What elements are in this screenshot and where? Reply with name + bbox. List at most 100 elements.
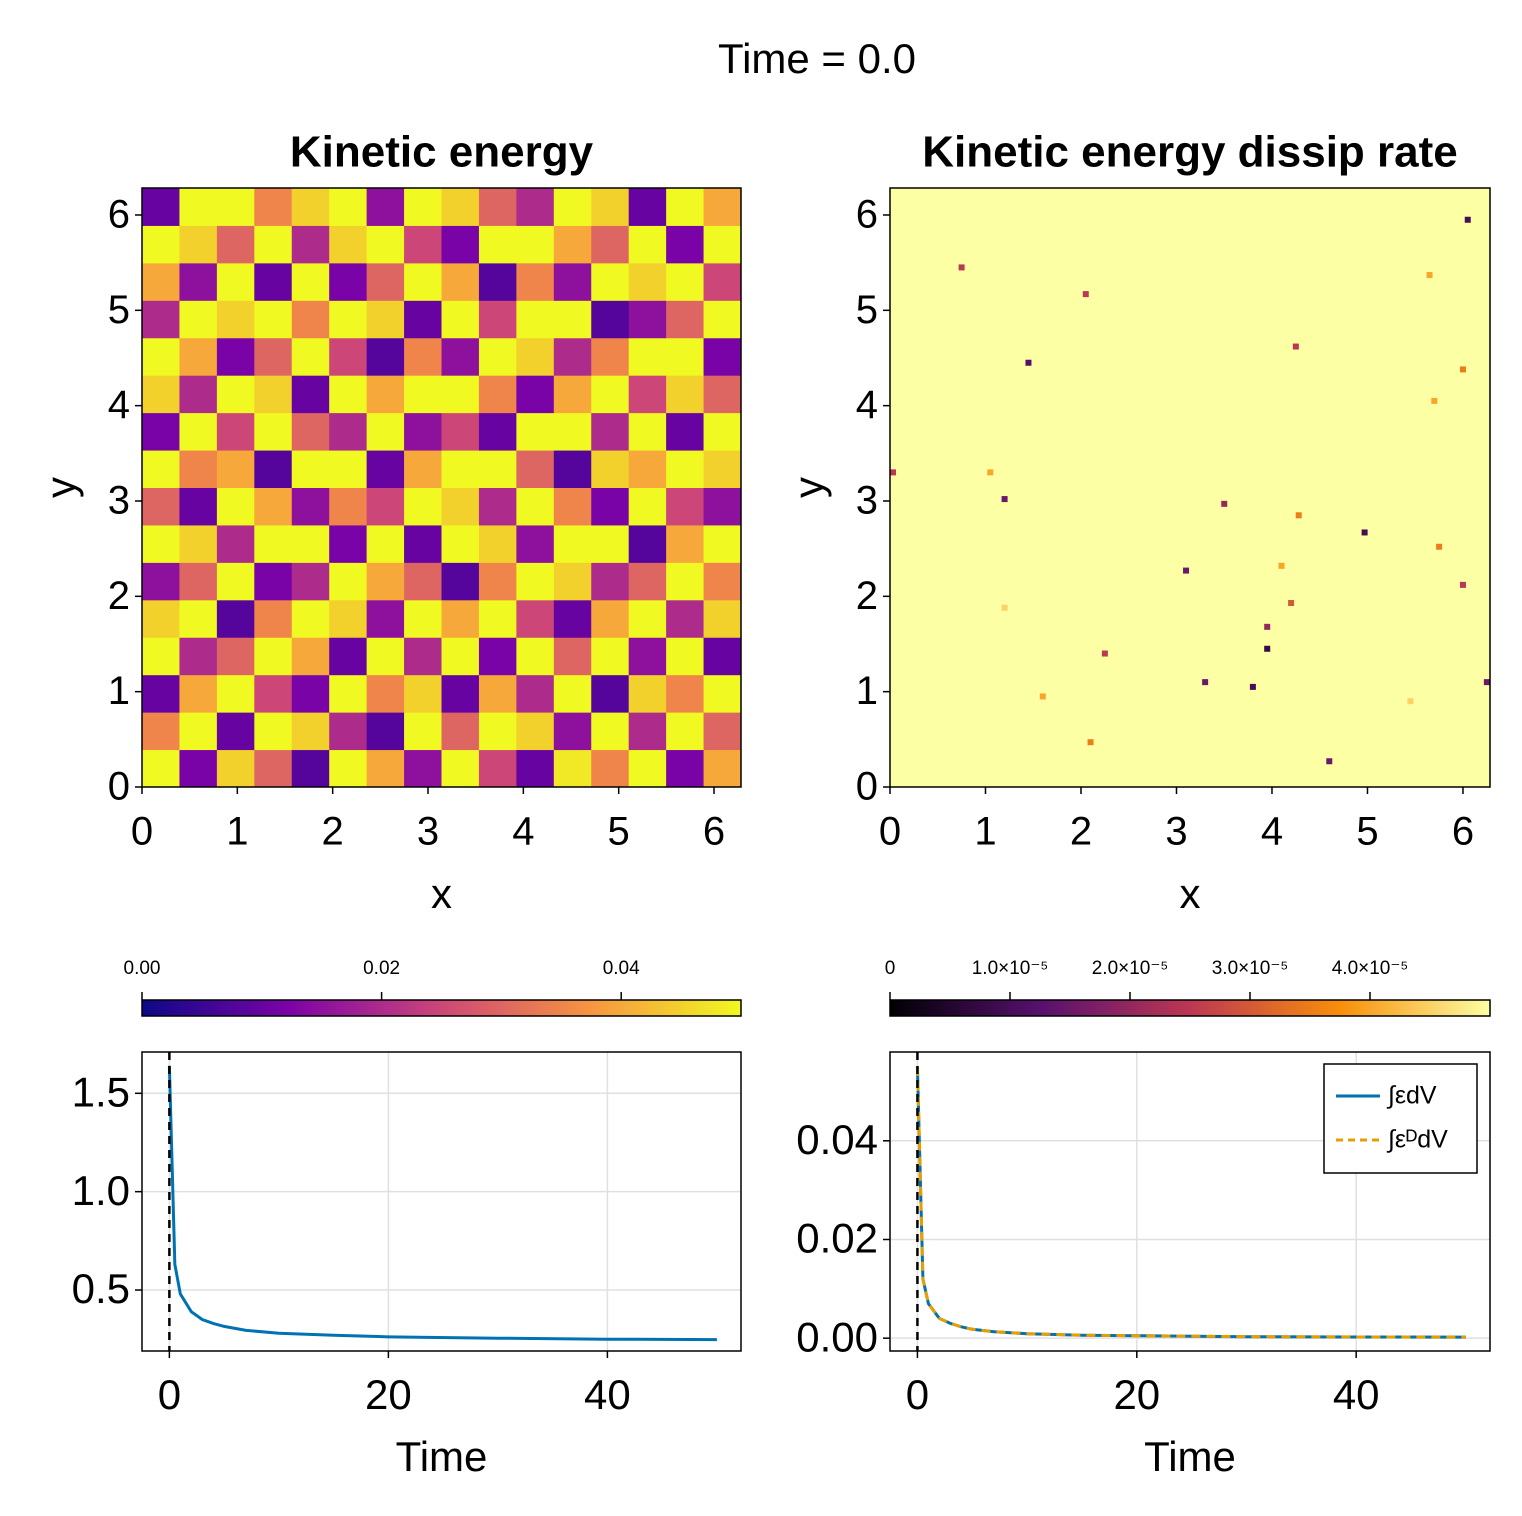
heatmap-cell [703,375,742,414]
heatmap-cell [216,337,255,376]
heatmap-cell [291,487,330,526]
heatmap-cell [366,375,405,414]
heatmap-cell [291,337,330,376]
heatmap-cell [666,749,705,788]
heatmap-cell [628,637,667,676]
heatmap-spot [1326,758,1333,765]
heatmap-cell [179,562,218,601]
heatmap-cell [291,300,330,339]
heatmap-cell [478,337,517,376]
heatmap-cell [703,300,742,339]
heatmap-cell [329,225,368,264]
heatmap-cell [553,712,592,751]
heatmap-cell [254,188,293,226]
heatmap-cell [254,674,293,713]
heatmap-cell [478,300,517,339]
heatmap-cell [366,599,405,638]
x-tick-label: 40 [1333,1371,1380,1418]
heatmap-cell [254,450,293,488]
heatmap-cell [291,375,330,414]
heatmap-cell [366,487,405,526]
heatmap-cell [628,375,667,414]
heatmap-cell [216,749,255,788]
x-tick-label: 1 [226,810,248,854]
heatmap-cell [591,712,630,751]
heatmap-cell [666,337,705,376]
heatmap-cell [703,749,742,788]
x-tick-label: 2 [322,810,344,854]
heatmap-spot [1025,359,1032,366]
y-tick-label: 5 [108,288,130,332]
heatmap-cell [366,412,405,451]
heatmap-cell [329,412,368,451]
heatmap-cell [516,262,555,301]
colorbar-tick-label: 0.02 [363,958,400,979]
heatmap-cell [441,375,480,414]
heatmap-cell [516,524,555,563]
heatmap-cell [666,562,705,601]
heatmap-cell [142,337,180,376]
heatmap-cell [179,375,218,414]
heatmap-cell [179,674,218,713]
heatmap-cell [628,524,667,563]
heatmap-cell [553,749,592,788]
heatmap-cell [591,262,630,301]
x-tick-label: 4 [512,810,534,854]
y-tick-label: 1 [108,669,130,713]
heatmap-cell [441,450,480,488]
heatmap-cell [254,375,293,414]
heatmap-cell [142,450,180,488]
heatmap-cell [666,450,705,488]
heatmap-cell [329,674,368,713]
heatmap-cell [291,674,330,713]
heatmap-cell [254,225,293,264]
heatmap-cell [666,487,705,526]
heatmap-spot [1459,581,1466,588]
axes-frame [889,1051,1491,1352]
heatmap-cell [478,188,517,226]
heatmap-cell [478,487,517,526]
heatmap-cell [703,562,742,601]
heatmap-cell [703,225,742,264]
heatmap-cell [329,712,368,751]
y-tick-label: 0.00 [796,1313,878,1360]
heatmap-cell [628,487,667,526]
heatmap-spot [1292,343,1299,350]
heatmap-cell [628,188,667,226]
heatmap-cell [703,337,742,376]
heatmap-cell [516,412,555,451]
colorbar [141,999,742,1017]
heatmap-cell [142,674,180,713]
y-tick-label: 5 [856,288,878,332]
heatmap-cell [703,450,742,488]
axes-title: Kinetic energy dissip rate [922,128,1458,177]
y-tick-label: 3 [856,479,878,523]
heatmap-cell [516,487,555,526]
heatmap-cell [553,412,592,451]
heatmap-spot [1264,623,1271,630]
heatmap-cell [366,450,405,488]
heatmap-cell [366,637,405,676]
colorbar-tick-label: 0.04 [603,958,640,979]
heatmap-cell [254,487,293,526]
colorbar-tick-label: 1.0×10⁻⁵ [972,958,1049,979]
heatmap-cell [516,562,555,601]
heatmap-cell [404,599,442,638]
heatmap-cell [404,487,442,526]
x-tick-label: 1 [974,810,996,854]
colorbar-tick-label: 3.0×10⁻⁵ [1212,958,1289,979]
heatmap-cell [666,712,705,751]
heatmap-cell [591,225,630,264]
heatmap-cell [628,337,667,376]
y-tick-label: 1.5 [72,1068,130,1115]
heatmap-cell [404,637,442,676]
heatmap-cell [142,300,180,339]
heatmap-cell [216,562,255,601]
x-axis-label: Time [396,1433,488,1480]
figure-title: Time = 0.0 [718,35,916,82]
heatmap-cell [291,712,330,751]
heatmap-spot [1039,693,1046,700]
heatmap-cell [441,262,480,301]
heatmap-cell [404,300,442,339]
